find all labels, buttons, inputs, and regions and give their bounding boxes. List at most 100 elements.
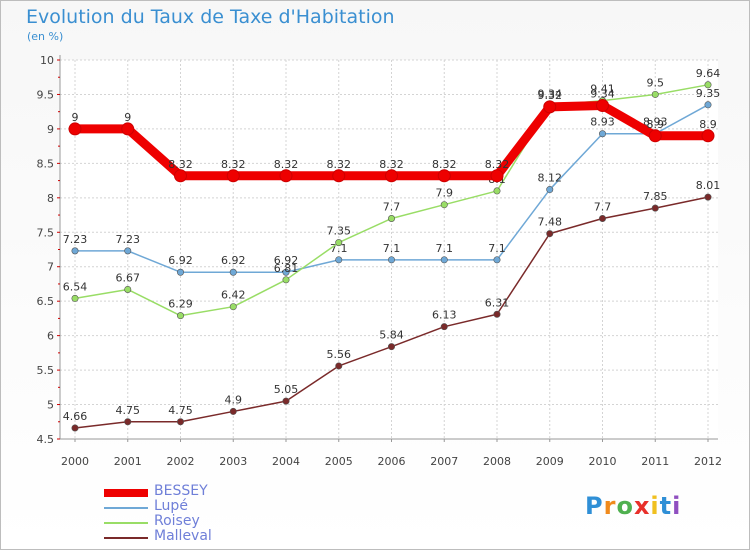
x-tick-label: 2011 <box>641 455 669 468</box>
y-tick-label: 8.5 <box>37 157 55 170</box>
data-label-bessey: 8.9 <box>699 118 717 131</box>
data-label-lup: 8.93 <box>590 116 615 129</box>
data-label-roisey: 7.9 <box>436 187 454 200</box>
data-label-roisey: 6.29 <box>168 298 193 311</box>
data-label-roisey: 9.41 <box>590 83 615 96</box>
data-point-bessey <box>543 100 557 114</box>
data-point-lup <box>546 186 554 194</box>
data-point-malleval <box>229 407 237 415</box>
data-point-malleval <box>71 424 79 432</box>
x-tick-label: 2006 <box>378 455 406 468</box>
legend-swatch-roisey <box>104 522 148 524</box>
data-point-roisey <box>335 239 343 247</box>
data-label-roisey: 9.64 <box>696 67 721 80</box>
data-point-roisey <box>229 303 237 311</box>
data-label-roisey: 6.81 <box>274 262 299 275</box>
data-label-lup: 7.1 <box>436 242 454 255</box>
y-tick-label: 9.5 <box>37 88 55 101</box>
data-point-bessey <box>174 169 187 183</box>
data-label-bessey: 8.32 <box>168 158 193 171</box>
x-tick-label: 2005 <box>325 455 353 468</box>
y-tick-label: 7 <box>47 261 54 274</box>
x-tick-label: 2012 <box>694 455 722 468</box>
data-label-malleval: 7.48 <box>538 216 563 229</box>
data-label-roisey: 6.42 <box>221 289 246 302</box>
y-tick-label: 9 <box>47 123 54 136</box>
data-label-malleval: 7.7 <box>594 200 612 213</box>
x-tick-label: 2010 <box>589 455 617 468</box>
data-point-malleval <box>335 362 343 370</box>
data-label-malleval: 5.84 <box>379 329 404 342</box>
data-point-malleval <box>440 323 448 331</box>
data-label-malleval: 8.01 <box>696 179 721 192</box>
data-label-lup: 7.23 <box>116 233 141 246</box>
proxiti-logo: Proxiti <box>585 492 682 520</box>
legend-swatch-bessey <box>104 489 148 497</box>
data-label-malleval: 7.85 <box>643 190 668 203</box>
chart-title: Evolution du Taux de Taxe d'Habitation <box>26 6 395 28</box>
data-point-lup <box>598 130 606 138</box>
legend-label-roisey: Roisey <box>154 513 200 529</box>
data-label-malleval: 6.31 <box>485 296 510 309</box>
data-label-bessey: 9 <box>124 111 131 124</box>
data-label-bessey: 8.32 <box>432 158 457 171</box>
data-label-bessey: 9 <box>72 111 79 124</box>
x-tick-label: 2003 <box>219 455 247 468</box>
data-point-roisey <box>124 285 132 293</box>
legend-label-bessey: BESSEY <box>154 483 208 499</box>
data-label-malleval: 4.66 <box>63 410 88 423</box>
data-label-lup: 6.92 <box>274 254 299 267</box>
data-label-bessey: 8.32 <box>485 158 510 171</box>
chart-subtitle: (en %) <box>27 30 64 43</box>
data-label-malleval: 6.13 <box>432 309 457 322</box>
data-point-roisey <box>282 276 290 284</box>
y-tick-label: 10 <box>40 54 54 67</box>
legend-label-lupe: Lupé <box>154 498 188 514</box>
x-tick-label: 2008 <box>483 455 511 468</box>
data-label-lup: 6.92 <box>221 254 246 267</box>
data-label-roisey: 7.7 <box>383 200 401 213</box>
data-point-bessey <box>385 169 398 183</box>
data-label-lup: 8.12 <box>538 172 563 185</box>
data-point-malleval <box>493 310 501 318</box>
data-label-roisey: 7.35 <box>327 225 352 238</box>
data-label-lup: 7.1 <box>488 242 506 255</box>
data-label-bessey: 9.34 <box>590 87 615 100</box>
y-tick-label: 6 <box>47 330 54 343</box>
data-point-malleval <box>546 230 554 238</box>
legend-label-malleval: Malleval <box>154 528 212 544</box>
data-label-roisey: 6.67 <box>116 271 141 284</box>
data-point-roisey <box>440 201 448 209</box>
data-label-lup: 9.35 <box>696 87 721 100</box>
data-point-roisey <box>493 187 501 195</box>
data-label-lup: 8.93 <box>643 116 668 129</box>
data-label-malleval: 5.56 <box>327 348 352 361</box>
x-tick-label: 2004 <box>272 455 300 468</box>
data-label-lup: 7.23 <box>63 233 88 246</box>
data-point-lup <box>229 268 237 276</box>
data-point-bessey <box>701 129 715 143</box>
data-label-malleval: 5.05 <box>274 383 299 396</box>
y-tick-label: 6.5 <box>37 295 55 308</box>
data-point-bessey <box>596 98 609 112</box>
data-point-roisey <box>71 294 79 302</box>
data-point-lup <box>177 268 185 276</box>
y-tick-label: 8 <box>47 192 54 205</box>
data-label-malleval: 4.75 <box>168 404 193 417</box>
data-label-roisey: 9.34 <box>538 87 563 100</box>
data-label-bessey: 8.32 <box>379 158 404 171</box>
data-point-malleval <box>124 418 132 426</box>
data-point-bessey <box>332 169 346 183</box>
data-point-lup <box>124 247 132 255</box>
data-point-bessey <box>437 169 451 183</box>
data-point-lup <box>440 256 448 264</box>
data-label-bessey: 8.32 <box>221 158 246 171</box>
data-point-bessey <box>68 122 82 136</box>
data-point-lup <box>71 247 79 255</box>
x-tick-label: 2001 <box>114 455 142 468</box>
data-label-lup: 7.1 <box>383 242 401 255</box>
data-point-roisey <box>387 214 395 222</box>
data-label-lup: 6.92 <box>168 254 193 267</box>
data-point-roisey <box>704 81 712 89</box>
data-label-malleval: 4.75 <box>116 404 141 417</box>
